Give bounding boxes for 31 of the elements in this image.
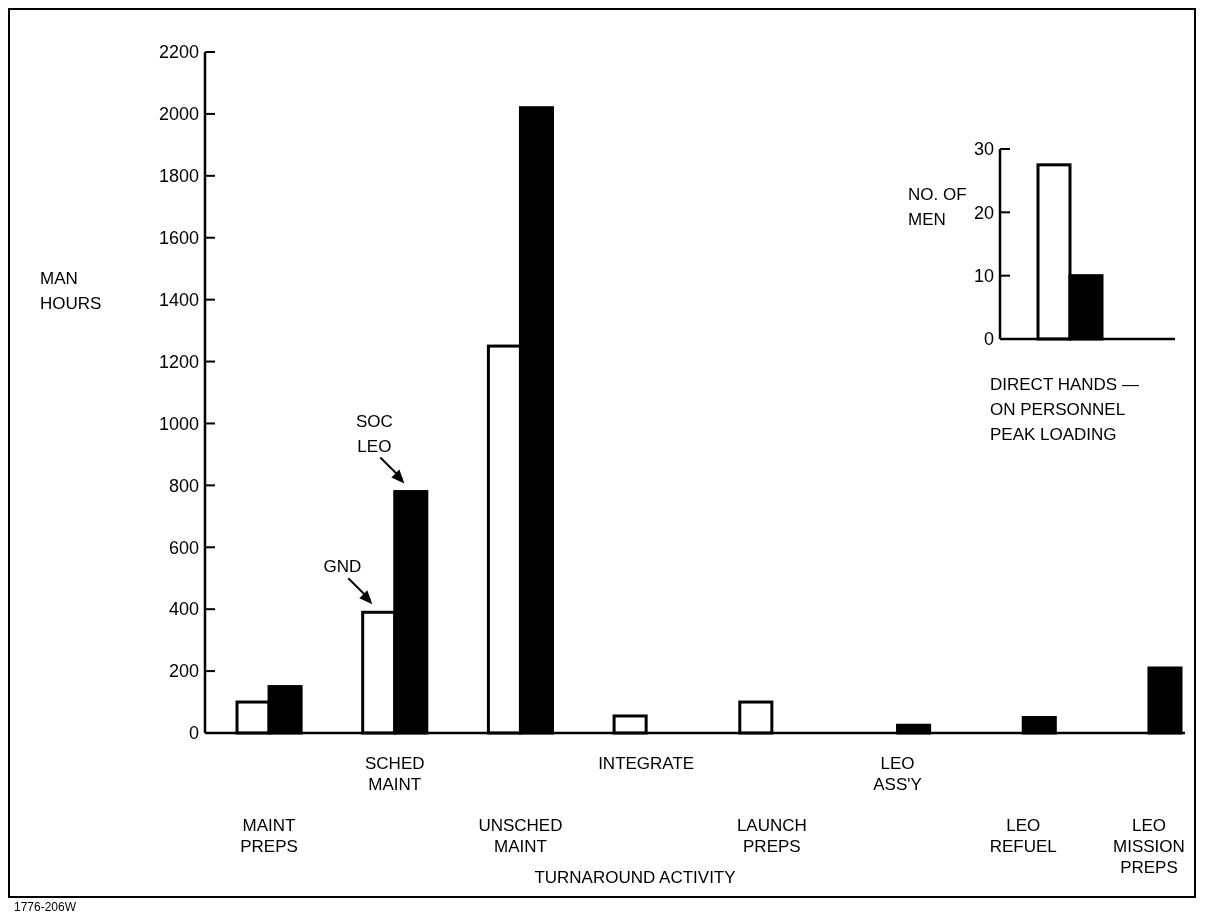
x-tick-label: UNSCHED MAINT: [478, 816, 563, 856]
y-tick-label: 0: [983, 329, 994, 350]
y-tick-label: 1000: [158, 413, 199, 434]
y-tick-label: 2200: [158, 42, 199, 63]
y-tick-label: 20: [973, 202, 994, 223]
y-tick-label: 800: [168, 475, 199, 496]
x-tick-label: LAUNCH PREPS: [736, 816, 807, 856]
x-axis-title: DIRECT HANDS — ON PERSONNEL PEAK LOADING: [990, 375, 1139, 444]
y-tick-label: 1600: [158, 228, 199, 249]
text: SOC LEO: [355, 411, 393, 456]
x-tick-label: LEO ASS'Y: [873, 754, 922, 794]
y-tick-label: 0: [188, 723, 199, 744]
y-tick-label: 200: [168, 661, 199, 682]
y-tick-label: 1400: [158, 289, 199, 310]
x-tick-label: MAINT PREPS: [240, 816, 298, 856]
x-tick-label: INTEGRATE: [598, 754, 695, 773]
y-tick-label: 2000: [158, 104, 199, 125]
y-axis-title: NO. OF MEN: [908, 185, 967, 229]
y-tick-label: 400: [168, 599, 199, 620]
x-axis-title: TURNAROUND ACTIVITY: [534, 868, 736, 887]
text: GND: [323, 557, 362, 577]
y-tick-label: 1200: [158, 351, 199, 372]
x-tick-label: LEO REFUEL: [989, 816, 1057, 856]
y-tick-label: 10: [973, 265, 994, 286]
x-tick-label: SCHED MAINT: [364, 754, 425, 794]
y-tick-label: 30: [973, 139, 994, 160]
x-tick-label: LEO MISSION PREPS: [1113, 816, 1185, 877]
y-tick-label: 600: [168, 537, 199, 558]
y-tick-label: 1800: [158, 166, 199, 187]
y-axis-title: MAN HOURS: [40, 269, 102, 313]
text: 1776-206W: [14, 900, 77, 914]
